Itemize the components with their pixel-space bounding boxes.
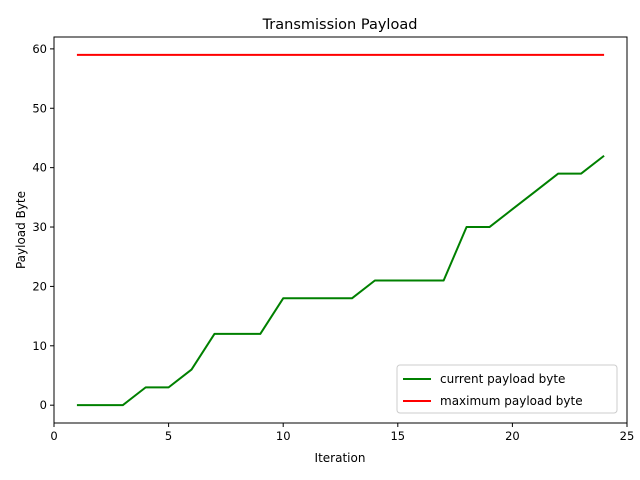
legend-label: current payload byte: [440, 372, 565, 386]
legend: current payload byte maximum payload byte: [396, 364, 618, 414]
x-axis-label: Iteration: [315, 451, 366, 465]
legend-label: maximum payload byte: [440, 394, 583, 408]
x-tick-label: 10: [276, 429, 291, 443]
y-axis-label: Payload Byte: [14, 191, 28, 269]
y-tick-label: 50: [32, 101, 47, 115]
x-tick-label: 25: [620, 429, 635, 443]
x-tick-label: 0: [50, 429, 57, 443]
y-tick-label: 30: [32, 220, 47, 234]
series-layer: [76, 53, 605, 407]
legend-box: [396, 364, 618, 414]
x-tick-label: 5: [165, 429, 172, 443]
x-tick-label: 15: [390, 429, 405, 443]
plot-frame: [53, 36, 628, 424]
x-tick-label: 20: [505, 429, 520, 443]
y-tick-label: 10: [32, 339, 47, 353]
y-tick-label: 20: [32, 279, 47, 293]
y-tick-label: 0: [40, 398, 47, 412]
x-axis: 0 5 10 15 20 25: [50, 423, 634, 443]
y-tick-label: 60: [32, 42, 47, 56]
y-tick-label: 40: [32, 161, 47, 175]
series-line-0: [76, 154, 605, 407]
y-axis: 0 10 20 30 40 50 60: [32, 42, 54, 412]
chart-title: Transmission Payload: [262, 17, 418, 33]
